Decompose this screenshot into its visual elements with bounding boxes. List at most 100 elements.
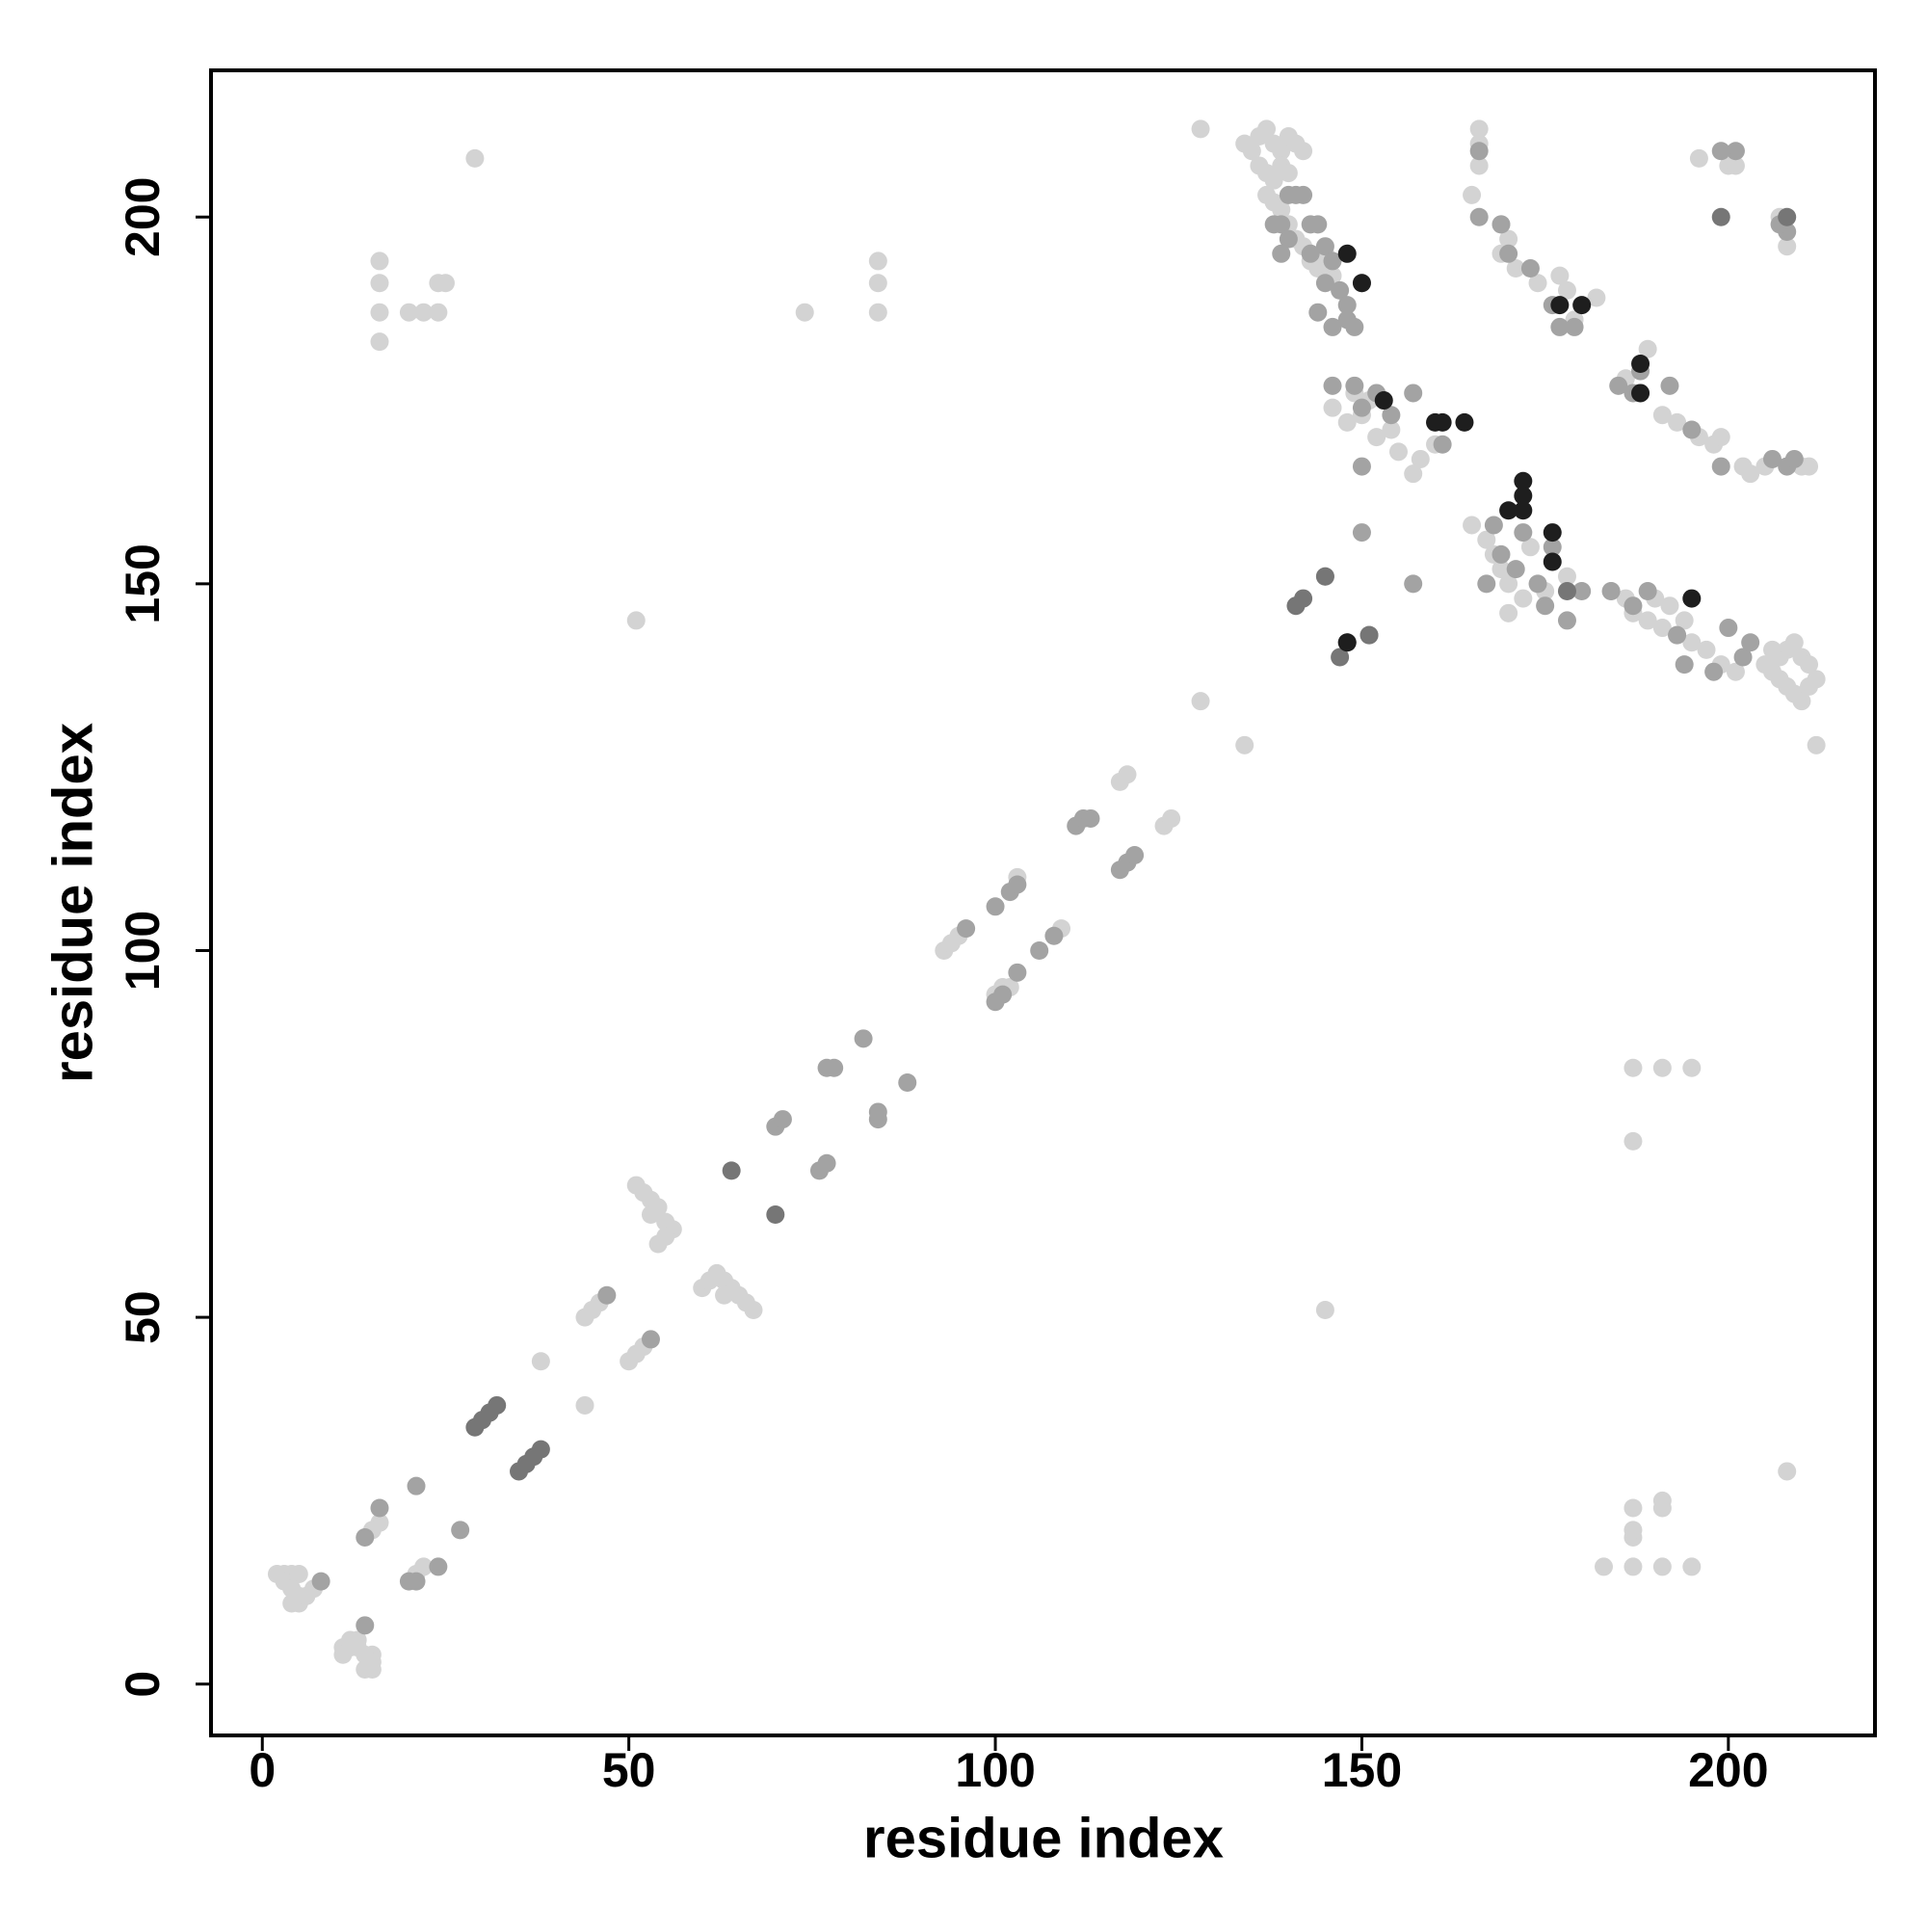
- point: [1623, 1521, 1643, 1540]
- point: [1550, 296, 1570, 315]
- point: [1323, 317, 1342, 336]
- x-axis-label: residue index: [863, 1807, 1224, 1869]
- point: [986, 897, 1005, 916]
- point: [641, 1330, 660, 1349]
- point: [1660, 596, 1679, 616]
- point: [1323, 251, 1342, 271]
- point: [488, 1395, 507, 1415]
- point: [1623, 596, 1643, 616]
- point: [1191, 119, 1210, 139]
- y-tick-label: 0: [116, 1671, 170, 1698]
- point: [1433, 435, 1452, 454]
- point: [1550, 317, 1570, 336]
- point: [1499, 603, 1518, 622]
- point: [1455, 412, 1474, 432]
- point: [436, 274, 455, 293]
- point: [1682, 420, 1702, 439]
- point: [1463, 516, 1482, 535]
- point: [1499, 574, 1518, 594]
- point: [1382, 420, 1401, 439]
- point: [1711, 457, 1730, 476]
- point: [1631, 354, 1650, 373]
- point: [1491, 544, 1511, 564]
- point: [370, 251, 389, 271]
- point: [1337, 296, 1357, 315]
- point: [1689, 148, 1708, 168]
- point: [1778, 237, 1797, 256]
- point: [1682, 1058, 1702, 1077]
- point: [429, 303, 448, 322]
- point: [1301, 244, 1320, 263]
- point: [1711, 428, 1730, 447]
- x-tick-label: 200: [1688, 1743, 1768, 1797]
- point: [1520, 259, 1540, 278]
- point: [1800, 676, 1819, 696]
- point: [1587, 288, 1606, 307]
- point: [1719, 619, 1738, 638]
- point: [1118, 765, 1137, 784]
- point: [1557, 611, 1576, 630]
- point: [1469, 119, 1489, 139]
- point: [1477, 530, 1496, 549]
- point: [348, 1630, 367, 1650]
- y-tick-label: 50: [116, 1290, 170, 1344]
- point: [1550, 266, 1570, 285]
- point: [957, 919, 976, 939]
- point: [1543, 523, 1562, 543]
- point: [1543, 538, 1562, 557]
- point: [407, 1476, 426, 1495]
- point: [825, 1058, 844, 1077]
- point: [429, 1557, 448, 1576]
- point: [868, 251, 887, 271]
- point: [1506, 560, 1525, 579]
- point: [1652, 1058, 1672, 1077]
- point: [289, 1565, 308, 1584]
- point: [626, 611, 646, 630]
- point: [1660, 376, 1679, 395]
- point: [1081, 808, 1100, 828]
- point: [407, 1572, 426, 1591]
- point: [1697, 640, 1716, 659]
- point: [641, 1205, 660, 1225]
- point: [722, 1161, 741, 1180]
- point: [1652, 619, 1672, 638]
- point: [1388, 442, 1408, 462]
- point: [370, 303, 389, 322]
- point: [1279, 164, 1298, 183]
- x-tick-label: 50: [602, 1743, 656, 1797]
- point: [1543, 552, 1562, 571]
- point: [1272, 142, 1291, 161]
- point: [1323, 376, 1342, 395]
- point: [1008, 875, 1027, 894]
- point: [1499, 229, 1518, 249]
- point: [1800, 457, 1819, 476]
- y-tick-label: 200: [116, 177, 170, 257]
- point: [1469, 207, 1489, 226]
- point: [414, 303, 434, 322]
- point: [1784, 449, 1804, 468]
- point: [1433, 412, 1452, 432]
- point: [1623, 1557, 1643, 1576]
- point: [1623, 1131, 1643, 1151]
- point: [1337, 633, 1357, 652]
- point: [993, 985, 1013, 1004]
- point: [1315, 274, 1334, 293]
- point: [868, 274, 887, 293]
- point: [1638, 339, 1657, 358]
- point: [1279, 229, 1298, 249]
- point: [1331, 280, 1350, 300]
- point: [1741, 464, 1760, 484]
- point: [868, 1102, 887, 1122]
- point: [1675, 611, 1694, 630]
- point: [1557, 280, 1576, 300]
- points: [267, 119, 1826, 1679]
- point: [766, 1205, 785, 1225]
- point: [1404, 464, 1423, 484]
- point: [1704, 662, 1724, 681]
- point: [451, 1521, 470, 1540]
- point: [1668, 625, 1687, 645]
- point: [1514, 523, 1533, 543]
- point: [1315, 1300, 1334, 1319]
- point: [1272, 215, 1291, 234]
- point: [1411, 449, 1430, 468]
